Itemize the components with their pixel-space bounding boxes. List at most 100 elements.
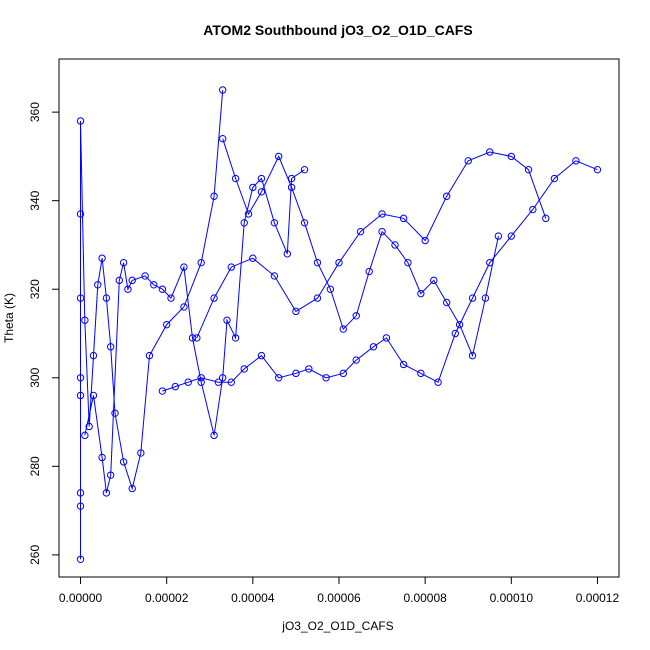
data-point [481,294,490,302]
data-point [356,227,365,236]
data-point [378,227,386,236]
data-point [231,174,240,183]
data-point [287,183,296,192]
data-point [102,489,111,497]
data-point [81,431,89,440]
x-tick-label: 0.00008 [403,591,447,605]
data-point [399,360,408,369]
data-point [486,148,494,156]
data-point [141,272,149,280]
data-point [313,294,322,302]
series-5 [218,134,503,360]
data-point [399,214,408,223]
data-point [507,152,516,161]
data-point [468,351,477,360]
data-point [89,391,98,400]
series-line [222,138,499,358]
data-point [76,210,85,218]
x-tick-label: 0.00004 [231,591,275,605]
data-point [292,369,300,378]
data-point [274,374,283,382]
data-point [382,334,391,342]
data-point [128,484,136,493]
data-point [339,369,348,378]
series-line [80,89,224,560]
data-point [85,422,93,431]
data-point [249,183,257,192]
data-point [167,294,175,302]
data-point [214,378,223,386]
data-point [352,312,360,320]
data-point [442,192,451,200]
data-point [197,258,205,267]
data-point [391,241,399,249]
data-point [455,320,464,329]
data-point [128,276,136,285]
y-tick-label: 360 [28,102,42,122]
data-point [171,382,180,391]
data-point [451,329,460,338]
y-tick-label: 280 [28,456,42,476]
x-tick-label: 0.00006 [317,591,361,605]
data-point [124,285,132,293]
data-point [184,378,192,386]
data-point [507,232,516,240]
data-point [274,152,283,161]
data-point [137,449,145,457]
y-tick-label: 260 [28,545,42,565]
data-point [270,219,279,227]
data-point [365,267,373,276]
data-point [417,369,425,378]
data-point [404,258,412,267]
data-point [106,343,115,351]
data-point [434,378,442,386]
data-point [257,188,266,196]
data-point [210,294,218,302]
data-point [197,374,205,382]
x-axis: 0.00000 0.00002 0.00004 0.00006 0.00008 0.000… [59,576,619,605]
data-point [550,174,559,183]
data-point [223,316,231,324]
x-tick-label: 0.00000 [59,591,103,605]
data-point [529,205,537,214]
data-point [257,351,266,360]
data-point [292,307,300,316]
data-point [313,258,322,267]
data-point [464,157,472,165]
data-point [421,236,429,245]
y-tick-label: 340 [28,190,42,210]
series-line [162,160,598,392]
y-tick-label: 320 [28,279,42,299]
data-point [468,294,477,302]
data-point [231,334,240,342]
data-point [193,334,201,342]
data-point [300,165,309,174]
data-point [210,431,218,440]
data-point [305,365,313,373]
data-point [119,258,128,267]
data-point [210,192,218,200]
data-point [76,117,85,125]
series-3 [158,157,602,395]
data-point [218,134,227,143]
data-point [257,174,266,183]
data-point [188,334,197,342]
data-point [111,409,119,417]
data-point [494,232,503,240]
series-4 [193,148,550,342]
data-point [150,281,158,289]
data-point [76,374,85,382]
data-point [76,555,85,563]
data-point [162,320,171,329]
data-point [197,378,205,386]
data-point [417,289,425,298]
data-point [76,391,85,400]
x-tick-label: 0.00010 [490,591,534,605]
data-point [240,365,248,373]
data-point [227,263,236,271]
series-line [84,169,305,494]
data-point [270,272,279,280]
data-point [240,219,248,227]
